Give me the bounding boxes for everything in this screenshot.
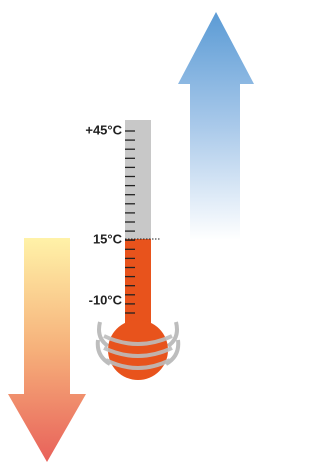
bulb [108, 320, 168, 380]
label-bottom: -10°C [89, 292, 123, 307]
up-arrow [178, 12, 254, 240]
page: +45°C 15°C -10°C (() => { const data = J… [0, 0, 320, 464]
label-top: +45°C [85, 122, 122, 137]
illustration: +45°C 15°C -10°C [0, 0, 254, 464]
tube-filled [125, 239, 151, 334]
label-middle: 15°C [93, 231, 123, 246]
down-arrow [8, 238, 86, 462]
tube-empty [125, 120, 151, 239]
scale-ticks [125, 131, 135, 313]
